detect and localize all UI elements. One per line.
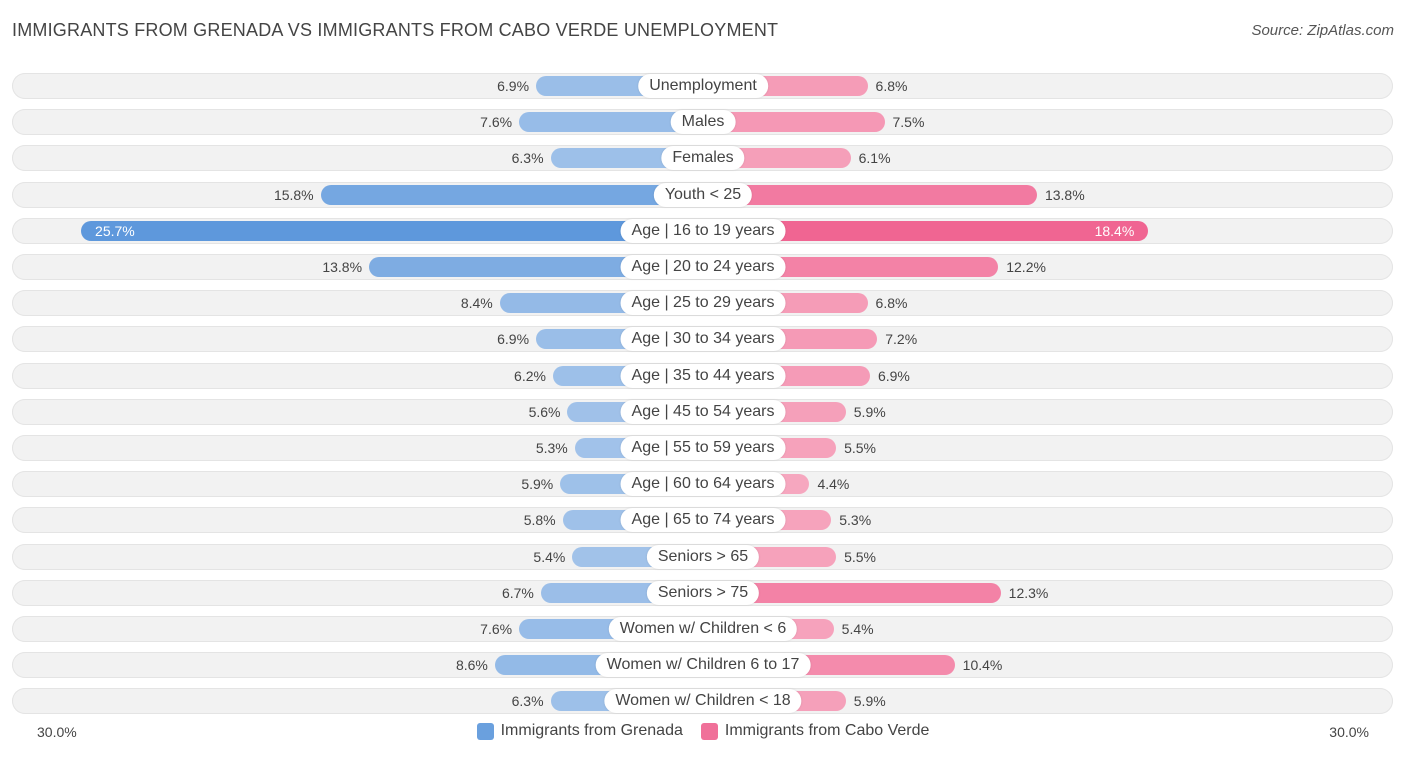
category-label: Age | 25 to 29 years [620,291,786,316]
value-label-cabo-verde: 6.8% [875,295,908,312]
legend-swatch-grenada [476,722,494,740]
value-label-grenada: 7.6% [480,114,513,131]
bar-cabo-verde[interactable] [703,582,1001,603]
category-label: Age | 45 to 54 years [620,399,786,424]
category-label: Unemployment [638,74,768,98]
value-label-grenada: 5.3% [535,440,568,456]
value-label-grenada: 6.9% [497,331,530,348]
category-label: Females [661,146,745,171]
value-label-grenada: 6.9% [497,78,530,94]
chart-title: IMMIGRANTS FROM GRENADA VS IMMIGRANTS FR… [12,20,779,40]
axis-right-label: 30.0% [1329,724,1369,740]
category-label: Seniors > 65 [646,544,760,569]
value-label-grenada: 15.8% [273,186,314,203]
category-label: Women w/ Children 6 to 17 [595,653,811,678]
category-label: Youth < 25 [653,182,753,207]
category-label: Age | 35 to 44 years [620,363,786,388]
bar-grenada[interactable] [81,220,703,241]
category-label: Women w/ Children < 18 [604,689,802,714]
value-label-cabo-verde: 6.9% [877,367,910,384]
value-label-grenada: 6.7% [501,584,534,601]
value-label-cabo-verde: 6.8% [875,78,908,94]
value-label-cabo-verde: 5.9% [853,693,886,710]
value-label-grenada: 8.4% [460,295,493,312]
value-label-grenada: 6.2% [514,367,546,384]
value-label-grenada: 6.3% [511,150,544,167]
legend: Immigrants from Grenada Immigrants from … [0,722,1406,740]
legend-swatch-cabo-verde [700,722,718,740]
bar-grenada[interactable] [519,112,703,133]
category-label: Women w/ Children < 6 [608,617,798,641]
category-label: Age | 65 to 74 years [620,508,786,533]
value-label-cabo-verde: 5.4% [841,621,874,637]
value-label-cabo-verde: 7.2% [885,331,918,348]
category-label: Age | 55 to 59 years [620,436,786,460]
value-label-cabo-verde: 10.4% [962,657,1003,674]
value-label-grenada: 25.7% [95,222,135,239]
value-label-cabo-verde: 6.1% [858,150,891,167]
value-label-cabo-verde: 12.3% [1008,584,1049,601]
category-label: Seniors > 75 [646,580,760,605]
value-label-cabo-verde: 13.8% [1044,186,1085,203]
legend-label-grenada: Immigrants from Grenada [500,722,683,739]
value-label-grenada: 7.6% [480,621,513,637]
bar-cabo-verde[interactable] [703,184,1037,205]
value-label-grenada: 5.4% [533,548,566,565]
category-label: Age | 20 to 24 years [620,255,786,279]
value-label-grenada: 6.3% [511,693,544,710]
legend-label-cabo-verde: Immigrants from Cabo Verde [724,722,930,739]
bar-grenada[interactable] [320,184,703,205]
value-label-cabo-verde: 5.3% [839,512,872,529]
category-label: Age | 30 to 34 years [620,327,786,352]
value-label-cabo-verde: 5.9% [853,403,886,420]
category-label: Males [670,110,736,135]
bar-cabo-verde[interactable] [703,220,1149,241]
value-label-grenada: 5.6% [528,403,561,420]
value-label-cabo-verde: 18.4% [1094,222,1135,239]
value-label-grenada: 5.8% [523,512,556,529]
axis-left-label: 30.0% [37,724,77,740]
value-label-cabo-verde: 5.5% [844,548,877,565]
legend-item-grenada[interactable]: Immigrants from Grenada [476,722,683,740]
value-label-cabo-verde: 5.5% [844,440,877,456]
value-label-cabo-verde: 7.5% [892,114,925,131]
category-label: Age | 16 to 19 years [620,218,786,243]
bar-cabo-verde[interactable] [703,112,885,133]
category-label: Age | 60 to 64 years [620,472,786,497]
bar-grenada[interactable] [369,257,703,277]
value-label-grenada: 13.8% [322,259,363,275]
value-label-grenada: 8.6% [455,657,488,674]
legend-item-cabo-verde[interactable]: Immigrants from Cabo Verde [700,722,930,740]
value-label-grenada: 5.9% [521,476,554,493]
value-label-cabo-verde: 4.4% [817,476,850,493]
value-label-cabo-verde: 12.2% [1006,259,1046,275]
source-label: Source: ZipAtlas.com [1251,22,1394,39]
